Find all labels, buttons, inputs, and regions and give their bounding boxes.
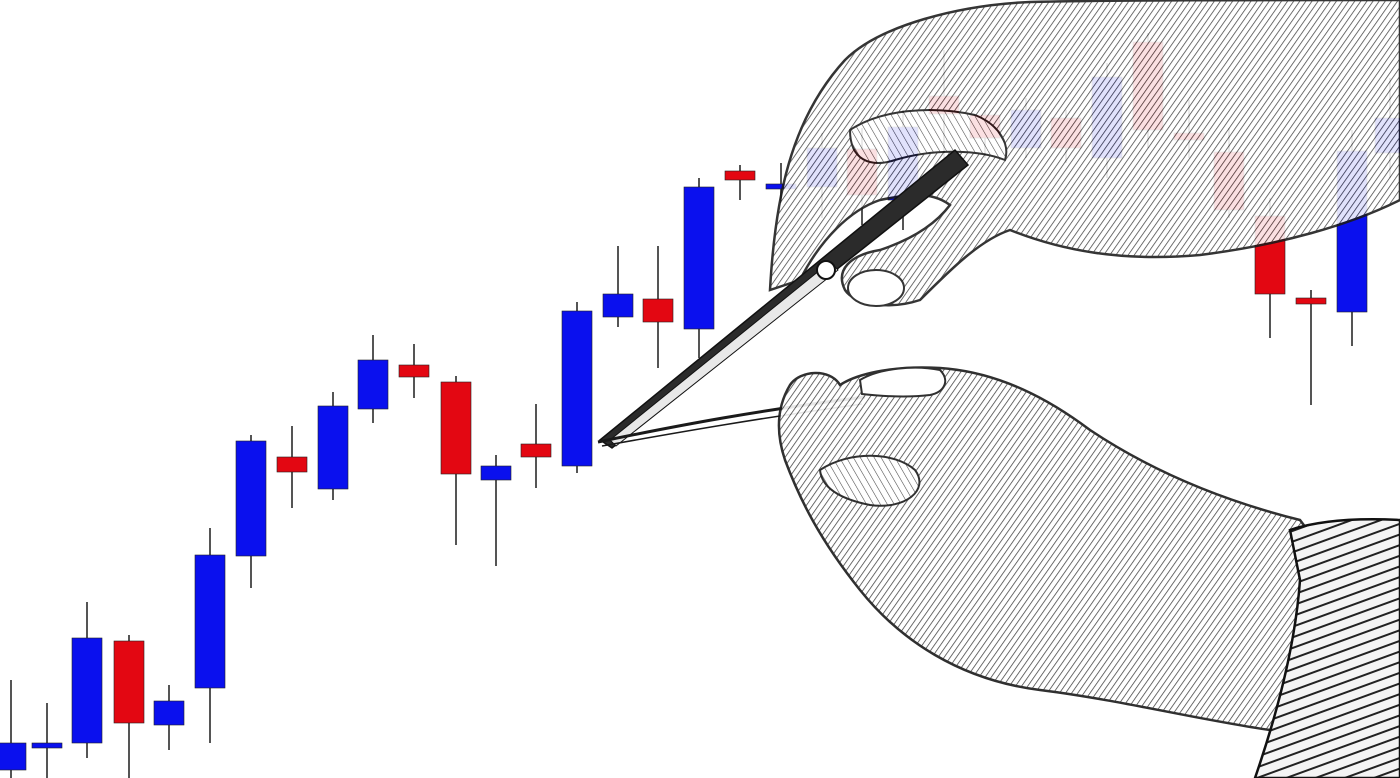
candle-body: [194, 554, 226, 689]
candle-body: [276, 456, 308, 473]
candle-body: [642, 298, 674, 323]
candle-bull: [71, 602, 103, 758]
candle-body: [0, 742, 27, 771]
upper-hand-icon: [768, 0, 1400, 307]
candle-body: [235, 440, 267, 557]
candle-bear: [520, 404, 552, 488]
candle-body: [398, 364, 430, 378]
candle-body: [1295, 297, 1327, 305]
candle-bear: [398, 344, 430, 398]
candle-bear: [113, 635, 145, 778]
candle-body: [683, 186, 715, 330]
candle-bear: [440, 376, 472, 545]
candle-bull: [194, 528, 226, 743]
candle-body: [317, 405, 349, 490]
candle-bull: [561, 302, 593, 473]
candle-body: [602, 293, 634, 318]
candle-body: [31, 742, 63, 749]
candle-bull: [357, 335, 389, 423]
candle-body: [440, 381, 472, 475]
candle-bull: [235, 435, 267, 588]
candle-bull: [602, 246, 634, 327]
candle-bear: [724, 165, 756, 200]
candle-body: [71, 637, 103, 744]
candle-bull: [0, 680, 27, 778]
candle-body: [520, 443, 552, 458]
candle-body: [153, 700, 185, 726]
candle-bull: [31, 703, 63, 778]
candle-bear: [642, 246, 674, 368]
candle-body: [357, 359, 389, 410]
candle-bear: [276, 426, 308, 508]
candle-bear: [1295, 290, 1327, 405]
cuff-icon: [1253, 518, 1400, 778]
candle-body: [480, 465, 512, 481]
candle-bull: [153, 685, 185, 750]
candle-bull: [480, 455, 512, 566]
candle-bull: [317, 392, 349, 500]
candle-body: [113, 640, 145, 724]
candle-body: [724, 170, 756, 181]
candle-body: [561, 310, 593, 467]
candle-bull: [683, 178, 715, 358]
